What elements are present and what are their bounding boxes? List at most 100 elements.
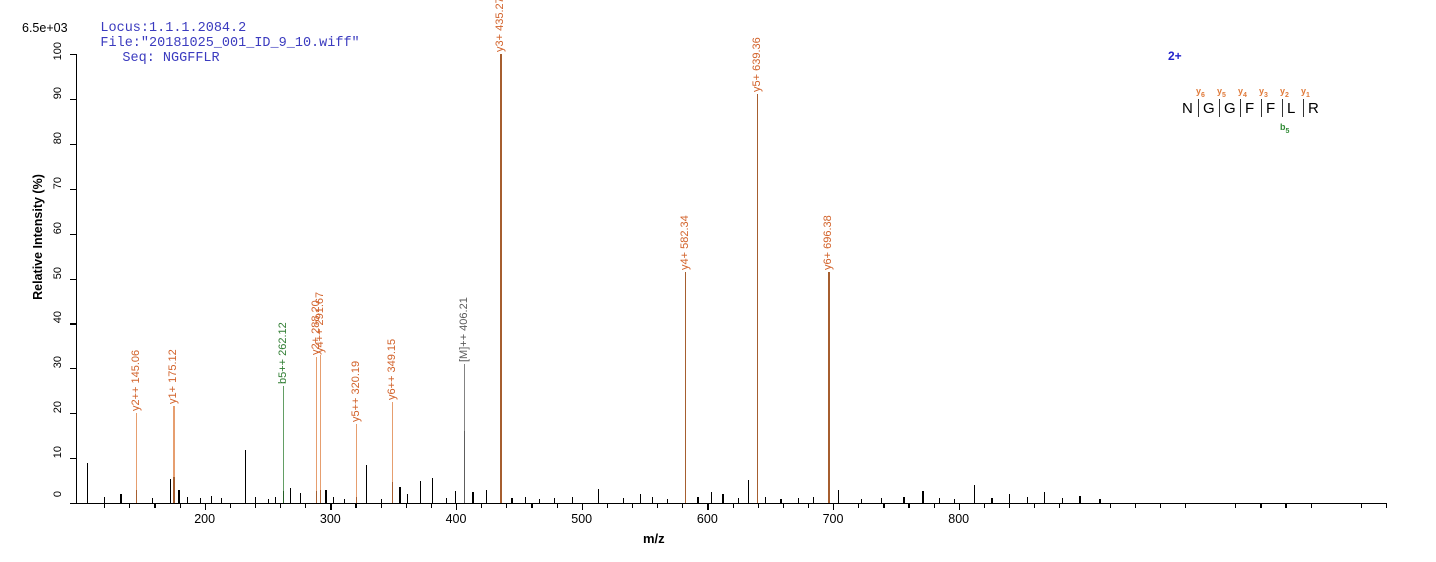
y-axis-tick-label: 70	[52, 176, 64, 189]
peak-label: y6++ 349.15	[386, 338, 399, 400]
unassigned-peak	[151, 497, 154, 503]
residue-r-7: R	[1308, 100, 1319, 117]
residue-f-4: F	[1245, 100, 1255, 117]
unassigned-peak	[554, 497, 556, 503]
y-axis-tick	[70, 143, 77, 145]
ion-tag-y4: y4	[1238, 86, 1247, 99]
peak-annotation-line	[500, 54, 502, 503]
peak-label: y5+ 639.36	[750, 37, 763, 93]
y-axis-tick-label: 30	[52, 356, 64, 369]
unassigned-peak	[86, 462, 88, 503]
unassigned-peak	[486, 490, 488, 503]
unassigned-peak	[860, 498, 862, 503]
y-axis-tick-label: 50	[52, 266, 64, 279]
unassigned-peak	[903, 496, 905, 503]
x-axis-minor-tick	[1059, 503, 1061, 508]
unassigned-peak	[938, 497, 940, 503]
unassigned-peak	[454, 491, 457, 503]
x-axis-tick-label: 300	[319, 512, 341, 526]
x-axis-title: m/z	[643, 531, 665, 546]
unassigned-peak	[538, 498, 541, 503]
fragment-tick-y3	[1261, 99, 1263, 117]
x-axis-minor-tick	[481, 503, 483, 508]
unassigned-peak	[445, 497, 448, 503]
residue-n-1: N	[1182, 100, 1193, 117]
peak-annotation-line	[319, 354, 322, 503]
x-axis-minor-tick	[682, 503, 684, 508]
x-axis-tick-label: 400	[445, 512, 467, 526]
unassigned-peak	[187, 496, 189, 503]
peak-label: y3+ 435.27	[494, 0, 507, 52]
y-axis-tick-label: 10	[52, 446, 64, 459]
unassigned-peak	[1026, 496, 1028, 503]
x-axis-minor-tick	[807, 503, 810, 508]
x-axis-minor-tick	[883, 503, 885, 508]
unassigned-peak	[290, 487, 292, 503]
unassigned-peak	[652, 497, 654, 503]
unassigned-peak	[399, 486, 401, 503]
unassigned-peak	[1061, 497, 1064, 503]
y-axis-tick-label: 80	[52, 131, 64, 145]
x-axis-minor-tick	[355, 503, 357, 508]
unassigned-peak	[199, 497, 201, 503]
x-axis-minor-tick	[229, 503, 231, 508]
file-text: File:"20181025_001_ID_9_10.wiff"	[100, 36, 360, 51]
x-axis-minor-tick	[104, 503, 106, 508]
x-axis-tick	[204, 503, 206, 510]
x-axis-minor-tick	[631, 503, 634, 508]
y-axis-tick	[70, 503, 77, 505]
x-axis-minor-tick	[1310, 503, 1312, 508]
y-axis-tick-label: 0	[52, 491, 64, 498]
ion-tag-y3: y3	[1259, 86, 1268, 99]
x-axis-minor-tick	[1235, 503, 1237, 508]
unassigned-peak	[1099, 498, 1101, 503]
x-axis-minor-tick	[1159, 503, 1161, 508]
x-axis-minor-tick	[1184, 503, 1187, 508]
x-axis-minor-tick	[430, 503, 433, 508]
unassigned-peak	[598, 488, 600, 503]
unassigned-peak	[747, 479, 749, 503]
fragment-tick-y4	[1240, 99, 1242, 117]
x-axis-minor-tick	[405, 503, 407, 508]
residue-g-3: G	[1224, 100, 1236, 117]
peak-label: [M]++ 406.21	[457, 296, 470, 362]
x-axis-minor-tick	[1260, 503, 1262, 508]
unassigned-peak	[104, 496, 106, 503]
peak-annotation-line	[135, 413, 137, 503]
unassigned-peak	[472, 492, 474, 503]
x-axis-minor-tick	[732, 503, 734, 508]
x-axis-minor-tick	[757, 503, 759, 508]
y-axis-tick	[70, 368, 77, 370]
x-axis-minor-tick	[1386, 503, 1388, 508]
x-axis-minor-tick	[506, 503, 508, 508]
unassigned-peak	[737, 497, 739, 503]
unassigned-peak	[525, 496, 527, 503]
y-axis-tick	[70, 278, 77, 280]
unassigned-peak	[1079, 495, 1081, 503]
x-axis-tick	[707, 503, 709, 510]
unassigned-peak	[170, 478, 172, 503]
ion-tag-b5: b5	[1280, 122, 1290, 135]
x-axis-minor-tick	[657, 503, 659, 508]
x-axis-tick	[330, 503, 332, 510]
x-axis-minor-tick	[305, 503, 307, 508]
unassigned-peak	[244, 450, 247, 503]
unassigned-peak	[623, 497, 625, 503]
peak-annotation-line	[173, 406, 175, 503]
y-axis-tick	[70, 98, 77, 101]
sequence-text: Seq: NGGFFLR	[122, 51, 220, 66]
y-axis-title: Relative Intensity (%)	[31, 174, 45, 300]
locus-text: Locus:1.1.1.2084.2	[100, 21, 247, 36]
y-axis-tick-label: 60	[52, 221, 64, 234]
x-axis-tick-label: 500	[571, 512, 593, 526]
x-axis-minor-tick	[858, 503, 860, 508]
x-axis-minor-tick	[1285, 503, 1287, 508]
x-axis-line	[76, 503, 1386, 505]
ion-tag-y1: y1	[1301, 86, 1310, 99]
x-axis-tick-label: 800	[948, 512, 970, 526]
residue-f-5: F	[1266, 100, 1276, 117]
peak-annotation-line	[756, 94, 759, 503]
unassigned-peak	[267, 498, 269, 503]
